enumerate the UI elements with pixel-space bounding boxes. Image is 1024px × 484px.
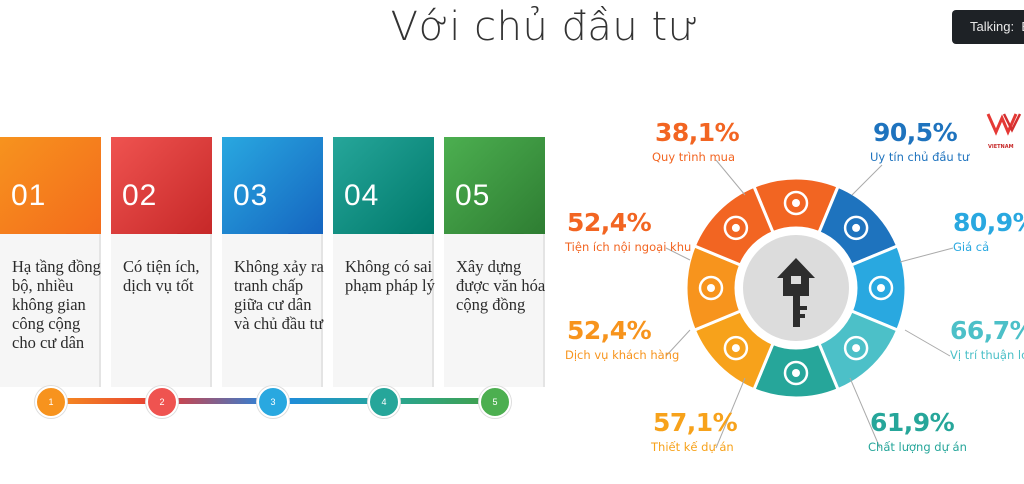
stat-value: 80,9% bbox=[953, 208, 1024, 237]
vietnam-logo: VIETNAM bbox=[986, 113, 1022, 150]
page-title: Với chủ đầu tư bbox=[390, 4, 700, 50]
step-card-body bbox=[111, 234, 212, 387]
stat-value: 57,1% bbox=[653, 408, 738, 437]
stat-label: Chất lượng dự án bbox=[868, 440, 967, 454]
leader-line bbox=[665, 329, 691, 357]
step-number: 03 bbox=[233, 179, 269, 212]
leader-line bbox=[851, 164, 883, 196]
step-number: 02 bbox=[122, 179, 158, 212]
stat-value: 61,9% bbox=[870, 408, 955, 437]
step-card-body bbox=[333, 234, 434, 387]
step-card-header bbox=[0, 137, 101, 234]
step-number: 04 bbox=[344, 179, 380, 212]
stat-value: 38,1% bbox=[655, 118, 740, 147]
step-number: 01 bbox=[11, 179, 47, 212]
step-card-3: 03 Không xảy ra tranh chấp giữa cư dân và… bbox=[222, 137, 324, 387]
house-key-icon bbox=[777, 258, 815, 327]
step-text: Không xảy ra tranh chấp giữa cư dân và c… bbox=[234, 257, 324, 333]
step-text: Hạ tầng đồng bộ, nhiều không gian công c… bbox=[12, 257, 101, 352]
step-card-4: 04 Không có sai phạm pháp lý bbox=[333, 137, 435, 387]
puzzle-icon bbox=[723, 215, 749, 241]
step-card-body bbox=[222, 234, 323, 387]
leader-line bbox=[904, 329, 951, 357]
step-card-header bbox=[111, 137, 212, 234]
timeline-dot-5: 5 bbox=[479, 386, 511, 418]
leader-line bbox=[849, 377, 881, 449]
leader-line bbox=[715, 159, 746, 196]
stat-value: 90,5% bbox=[873, 118, 958, 147]
timeline-dot-2: 2 bbox=[146, 386, 178, 418]
stat-label: Dịch vụ khách hàng bbox=[565, 348, 680, 362]
step-card-header bbox=[222, 137, 323, 234]
stat-value: 52,4% bbox=[567, 316, 652, 345]
timeline-dot-3: 3 bbox=[257, 386, 289, 418]
leader-line bbox=[715, 377, 746, 449]
step-text: Xây dựng được văn hóa cộng đồng bbox=[456, 257, 546, 314]
stat-value: 66,7% bbox=[950, 316, 1024, 345]
talking-label: Talking: bbox=[970, 19, 1015, 34]
stat-label: Vị trí thuận lợi bbox=[950, 348, 1024, 362]
leader-line bbox=[899, 247, 954, 263]
timeline-dot-4: 4 bbox=[368, 386, 400, 418]
timeline-dot-1: 1 bbox=[35, 386, 67, 418]
leader-line bbox=[665, 247, 691, 261]
talking-indicator: Talking: B bbox=[952, 10, 1024, 44]
step-number: 05 bbox=[455, 179, 491, 212]
step-card-5: 05 Xây dựng được văn hóa cộng đồng bbox=[444, 137, 545, 387]
step-text: Không có sai phạm pháp lý bbox=[345, 257, 435, 295]
svg-text:VIETNAM: VIETNAM bbox=[988, 144, 1014, 150]
talking-speaker: B bbox=[1021, 19, 1024, 34]
step-text: Có tiện ích, dịch vụ tốt bbox=[123, 257, 200, 295]
step-card-header bbox=[333, 137, 434, 234]
step-card-2: 02 Có tiện ích, dịch vụ tốt bbox=[111, 137, 212, 387]
step-card-body bbox=[444, 234, 545, 387]
step-card-1: 01 Hạ tầng đồng bộ, nhiều không gian công… bbox=[0, 137, 101, 387]
stat-label: Thiết kế dự án bbox=[651, 440, 734, 454]
users-icon bbox=[843, 215, 869, 241]
stat-label: Giá cả bbox=[953, 240, 990, 254]
palette-icon bbox=[723, 335, 749, 361]
stat-label: Uy tín chủ đầu tư bbox=[870, 150, 970, 164]
step-card-body bbox=[0, 234, 101, 387]
stat-value: 52,4% bbox=[567, 208, 652, 237]
price-tag-icon bbox=[868, 275, 894, 301]
location-pin-icon bbox=[843, 335, 869, 361]
step-card-header bbox=[444, 137, 545, 234]
stat-label: Tiện ích nội ngoại khu bbox=[565, 240, 692, 254]
gears-icon bbox=[783, 190, 809, 216]
stat-label: Quy trình mua bbox=[652, 150, 736, 164]
headset-icon bbox=[698, 275, 724, 301]
shield-check-icon bbox=[783, 360, 809, 386]
